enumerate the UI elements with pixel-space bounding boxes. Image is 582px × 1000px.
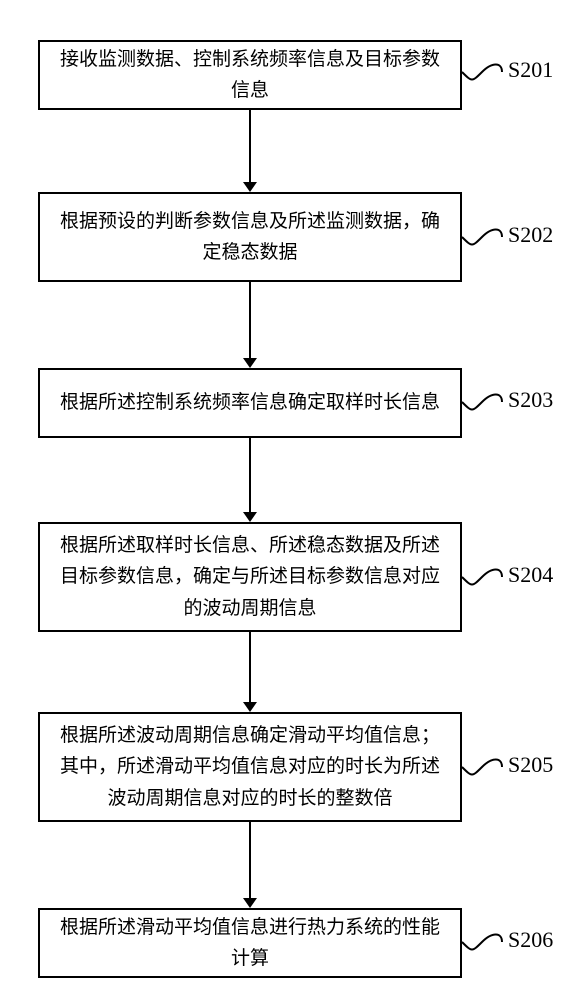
lead-line	[462, 390, 502, 414]
lead-line	[462, 60, 502, 84]
step-label: S206	[508, 927, 553, 953]
flow-node-text: 根据所述波动周期信息确定滑动平均值信息；其中，所述滑动平均值信息对应的时长为所述…	[52, 720, 448, 814]
flow-arrow	[240, 632, 260, 712]
step-label: S202	[508, 222, 553, 248]
flow-node-text: 根据预设的判断参数信息及所述监测数据，确定稳态数据	[52, 206, 448, 269]
flow-arrow	[240, 438, 260, 522]
flow-node-n3: 根据所述控制系统频率信息确定取样时长信息	[38, 368, 462, 438]
step-label: S205	[508, 752, 553, 778]
step-label: S203	[508, 387, 553, 413]
flow-node-n6: 根据所述滑动平均值信息进行热力系统的性能计算	[38, 908, 462, 978]
flow-node-text: 根据所述控制系统频率信息确定取样时长信息	[60, 387, 440, 418]
flow-arrow	[240, 822, 260, 908]
flow-node-text: 根据所述滑动平均值信息进行热力系统的性能计算	[52, 912, 448, 975]
flow-arrow	[240, 282, 260, 368]
lead-line	[462, 755, 502, 779]
flow-node-n5: 根据所述波动周期信息确定滑动平均值信息；其中，所述滑动平均值信息对应的时长为所述…	[38, 712, 462, 822]
flow-node-text: 根据所述取样时长信息、所述稳态数据及所述目标参数信息，确定与所述目标参数信息对应…	[52, 530, 448, 624]
flow-node-n1: 接收监测数据、控制系统频率信息及目标参数信息	[38, 40, 462, 110]
flow-node-text: 接收监测数据、控制系统频率信息及目标参数信息	[52, 44, 448, 107]
step-label: S204	[508, 562, 553, 588]
flow-arrow	[240, 110, 260, 192]
flow-node-n4: 根据所述取样时长信息、所述稳态数据及所述目标参数信息，确定与所述目标参数信息对应…	[38, 522, 462, 632]
lead-line	[462, 225, 502, 249]
flowchart-canvas: 接收监测数据、控制系统频率信息及目标参数信息 S201 根据预设的判断参数信息及所述…	[0, 0, 582, 1000]
lead-line	[462, 930, 502, 954]
step-label: S201	[508, 57, 553, 83]
flow-node-n2: 根据预设的判断参数信息及所述监测数据，确定稳态数据	[38, 192, 462, 282]
lead-line	[462, 565, 502, 589]
